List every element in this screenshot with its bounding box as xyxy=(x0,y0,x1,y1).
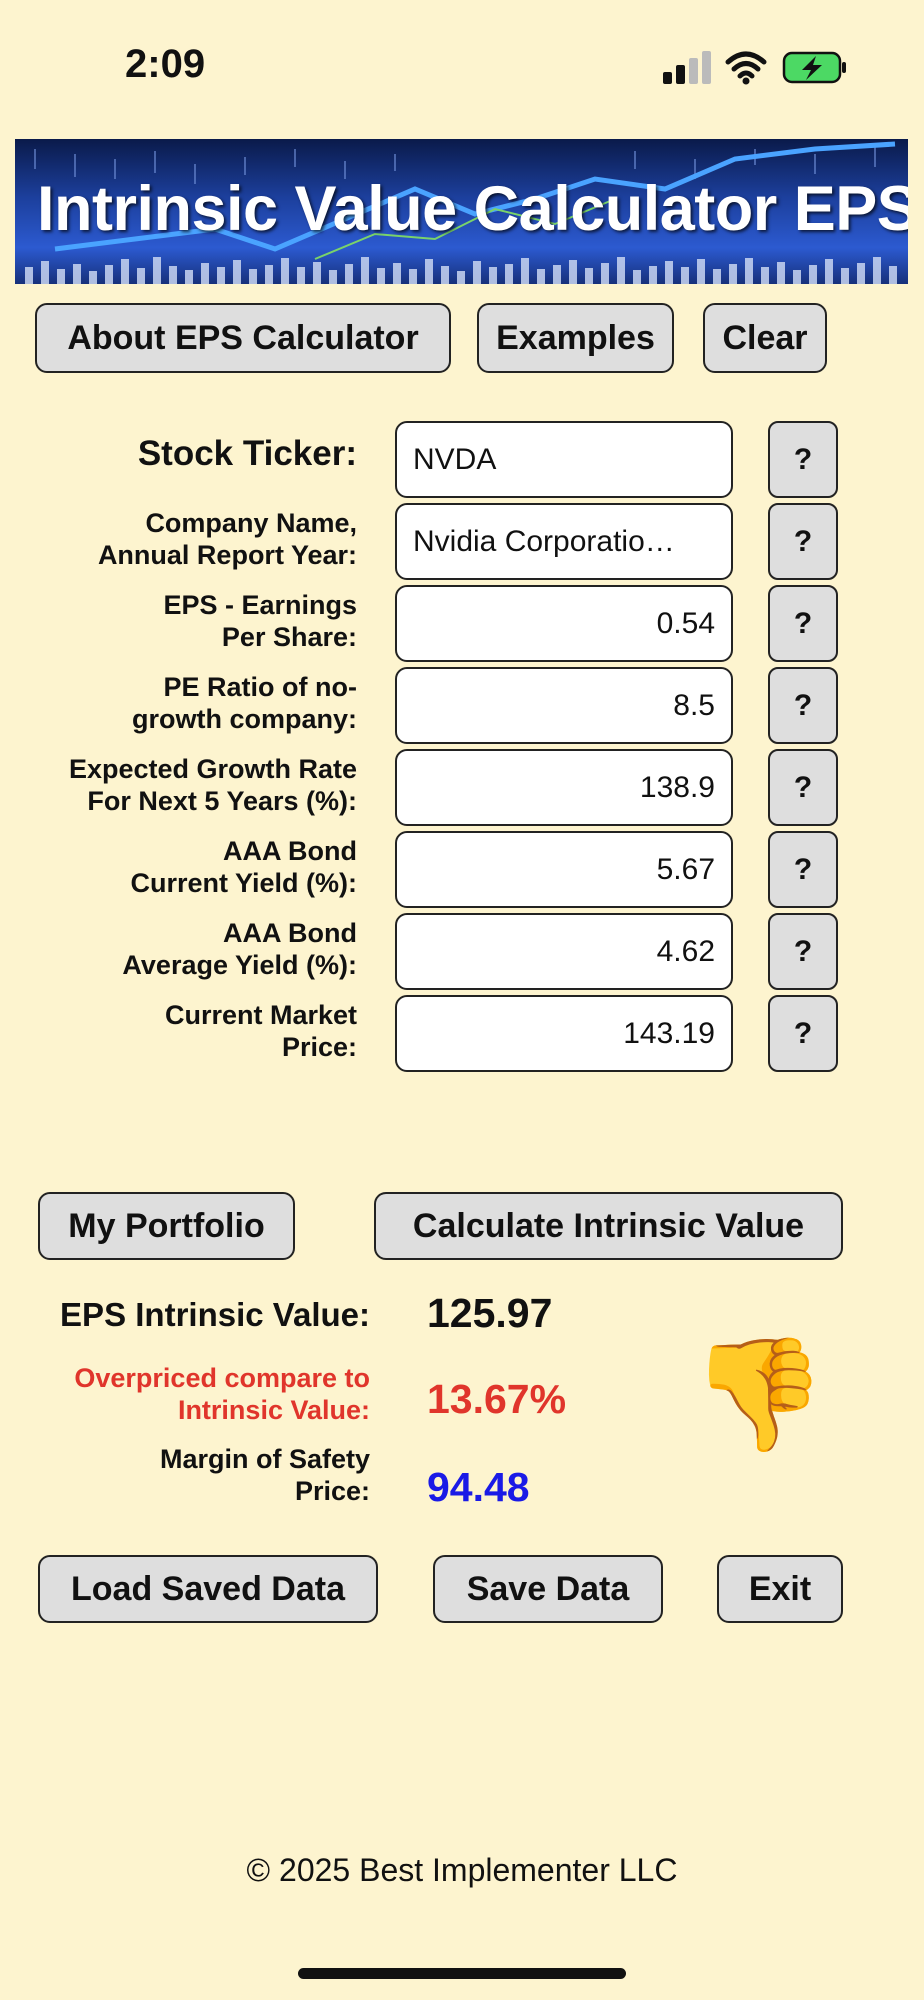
status-time: 2:09 xyxy=(125,42,206,86)
pe-ratio-label: PE Ratio of no- growth company: xyxy=(132,671,357,735)
growth-rate-label-line1: Expected Growth Rate xyxy=(68,754,357,784)
aaa-average-yield-label-line2: Average Yield (%): xyxy=(122,950,357,980)
market-price-label-line1: Current Market xyxy=(164,1000,357,1030)
aaa-current-yield-label: AAA Bond Current Yield (%): xyxy=(130,835,357,899)
banner-title: Intrinsic Value Calculator EPS xyxy=(37,174,908,244)
overpriced-percent: 13.67% xyxy=(427,1376,567,1422)
margin-of-safety-label-line2: Price: xyxy=(294,1476,370,1506)
market-price-label-line2: Price: xyxy=(281,1032,357,1062)
growth-rate-input[interactable]: 138.9 xyxy=(395,749,733,826)
market-price-help-button[interactable]: ? xyxy=(768,995,838,1072)
aaa-current-yield-label-line1: AAA Bond xyxy=(223,836,357,866)
eps-help-button[interactable]: ? xyxy=(768,585,838,662)
intrinsic-value-label: EPS Intrinsic Value: xyxy=(60,1296,370,1333)
overpriced-label: Overpriced compare to Intrinsic Value: xyxy=(74,1362,370,1426)
eps-label-line1: EPS - Earnings xyxy=(163,590,357,620)
aaa-current-yield-label-line2: Current Yield (%): xyxy=(130,868,357,898)
margin-of-safety-label-line1: Margin of Safety xyxy=(159,1444,370,1474)
cellular-signal-icon xyxy=(663,51,711,84)
eps-label-line2: Per Share: xyxy=(221,622,357,652)
calculate-intrinsic-value-button[interactable]: Calculate Intrinsic Value xyxy=(374,1192,843,1260)
aaa-current-yield-input[interactable]: 5.67 xyxy=(395,831,733,908)
wifi-icon xyxy=(725,51,767,79)
pe-ratio-input[interactable]: 8.5 xyxy=(395,667,733,744)
overpriced-label-line2: Intrinsic Value: xyxy=(177,1395,370,1425)
stock-ticker-input[interactable]: NVDA xyxy=(395,421,733,498)
copyright-footer: © 2025 Best Implementer LLC xyxy=(246,1852,678,1888)
exit-button[interactable]: Exit xyxy=(717,1555,843,1623)
eps-label: EPS - Earnings Per Share: xyxy=(163,589,357,653)
pe-ratio-label-line1: PE Ratio of no- xyxy=(163,672,357,702)
about-eps-calculator-button[interactable]: About EPS Calculator xyxy=(35,303,451,373)
load-saved-data-button[interactable]: Load Saved Data xyxy=(38,1555,378,1623)
company-name-label-line1: Company Name, xyxy=(145,508,357,538)
growth-rate-help-button[interactable]: ? xyxy=(768,749,838,826)
growth-rate-label-line2: For Next 5 Years (%): xyxy=(87,786,357,816)
growth-rate-label: Expected Growth Rate For Next 5 Years (%… xyxy=(69,753,357,817)
aaa-average-yield-label: AAA Bond Average Yield (%): xyxy=(122,917,357,981)
aaa-average-yield-help-button[interactable]: ? xyxy=(768,913,838,990)
app-banner: Intrinsic Value Calculator EPS xyxy=(15,139,908,284)
company-name-help-button[interactable]: ? xyxy=(768,503,838,580)
margin-of-safety-price: 94.48 xyxy=(427,1464,530,1510)
company-name-label: Company Name, Annual Report Year: xyxy=(98,507,357,571)
company-name-label-line2: Annual Report Year: xyxy=(97,540,357,570)
intrinsic-value: 125.97 xyxy=(427,1290,553,1336)
margin-of-safety-label: Margin of Safety Price: xyxy=(160,1443,370,1507)
my-portfolio-button[interactable]: My Portfolio xyxy=(38,1192,295,1260)
pe-ratio-help-button[interactable]: ? xyxy=(768,667,838,744)
aaa-average-yield-input[interactable]: 4.62 xyxy=(395,913,733,990)
home-indicator[interactable] xyxy=(298,1968,626,1979)
stock-chart-background xyxy=(25,141,897,284)
eps-input[interactable]: 0.54 xyxy=(395,585,733,662)
aaa-current-yield-help-button[interactable]: ? xyxy=(768,831,838,908)
stock-ticker-help-button[interactable]: ? xyxy=(768,421,838,498)
clear-button[interactable]: Clear xyxy=(703,303,827,373)
save-data-button[interactable]: Save Data xyxy=(433,1555,663,1623)
market-price-label: Current Market Price: xyxy=(165,999,357,1063)
aaa-average-yield-label-line1: AAA Bond xyxy=(223,918,357,948)
stock-ticker-label: Stock Ticker: xyxy=(137,434,357,473)
status-icons xyxy=(660,48,850,88)
pe-ratio-label-line2: growth company: xyxy=(131,704,357,734)
company-name-input[interactable]: Nvidia Corporatio… xyxy=(395,503,733,580)
battery-charging-icon xyxy=(782,51,846,84)
overpriced-label-line1: Overpriced compare to xyxy=(74,1363,370,1393)
thumbs-down-icon: 👎 xyxy=(690,1333,827,1456)
examples-button[interactable]: Examples xyxy=(477,303,674,373)
market-price-input[interactable]: 143.19 xyxy=(395,995,733,1072)
